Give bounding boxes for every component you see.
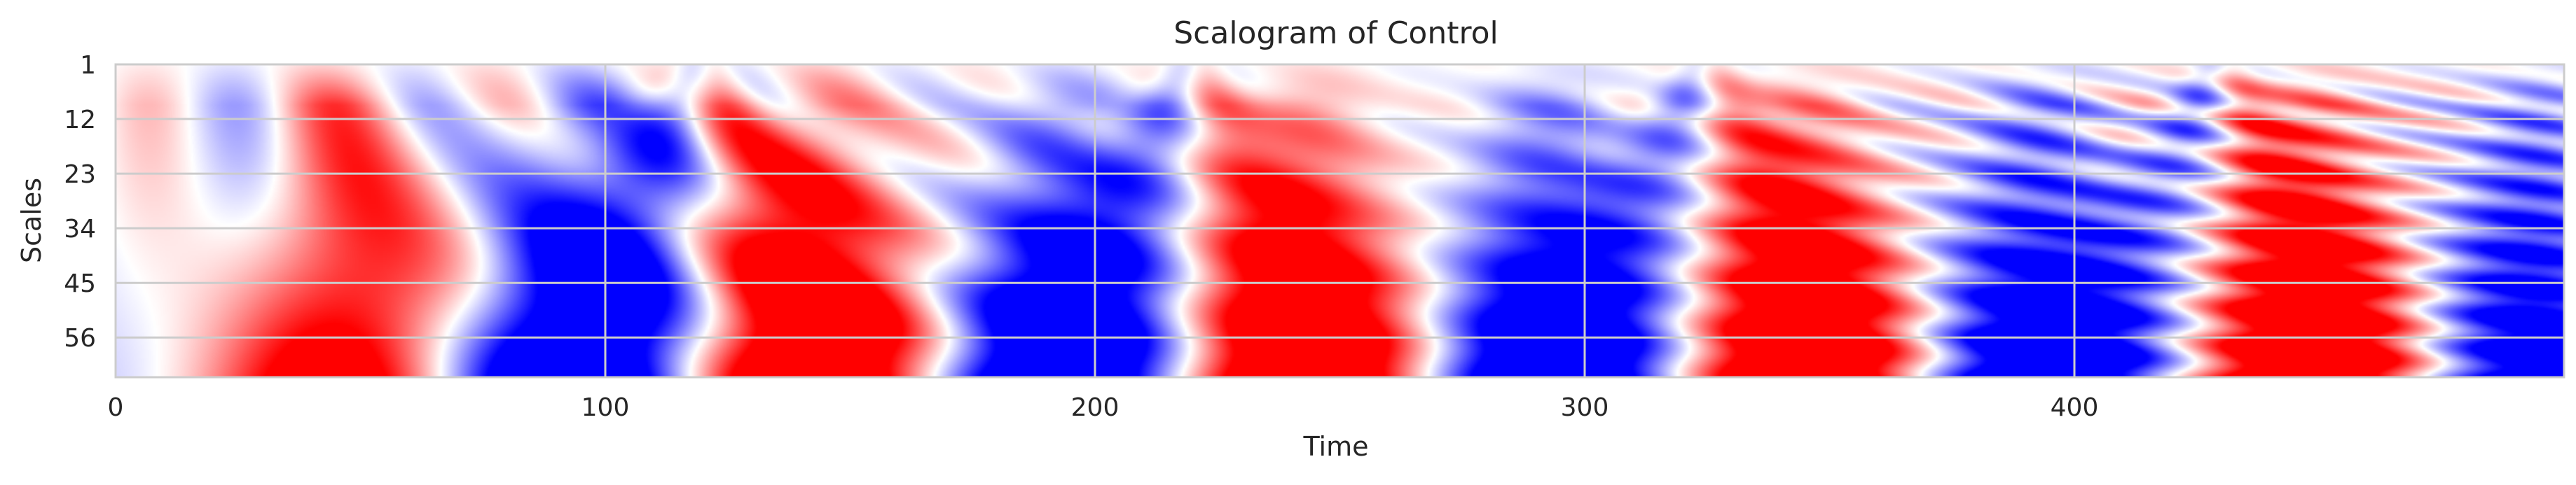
x-tick-label: 300 xyxy=(1561,393,1609,422)
scalogram-heatmap xyxy=(116,64,2564,377)
chart-title: Scalogram of Control xyxy=(1173,15,1499,51)
y-axis-label: Scales xyxy=(16,178,47,263)
x-tick-label: 200 xyxy=(1071,393,1120,422)
y-tick-label: 56 xyxy=(64,324,96,353)
y-tick-label: 12 xyxy=(64,106,96,134)
x-axis-label: Time xyxy=(1303,431,1369,462)
x-tick-label: 100 xyxy=(581,393,630,422)
x-tick-label: 0 xyxy=(108,393,124,422)
x-axis-ticks: 0 100 200 300 400 xyxy=(108,393,2099,422)
grid-lines xyxy=(116,64,2564,377)
plot-frame xyxy=(114,63,2565,379)
y-tick-label: 45 xyxy=(64,269,96,298)
y-tick-label: 23 xyxy=(64,160,96,189)
plot-area xyxy=(114,63,2565,379)
x-tick-label: 400 xyxy=(2051,393,2099,422)
y-axis-ticks: 1 12 23 34 45 56 xyxy=(64,51,96,353)
y-tick-label: 34 xyxy=(64,215,96,244)
y-tick-label: 1 xyxy=(80,51,96,80)
